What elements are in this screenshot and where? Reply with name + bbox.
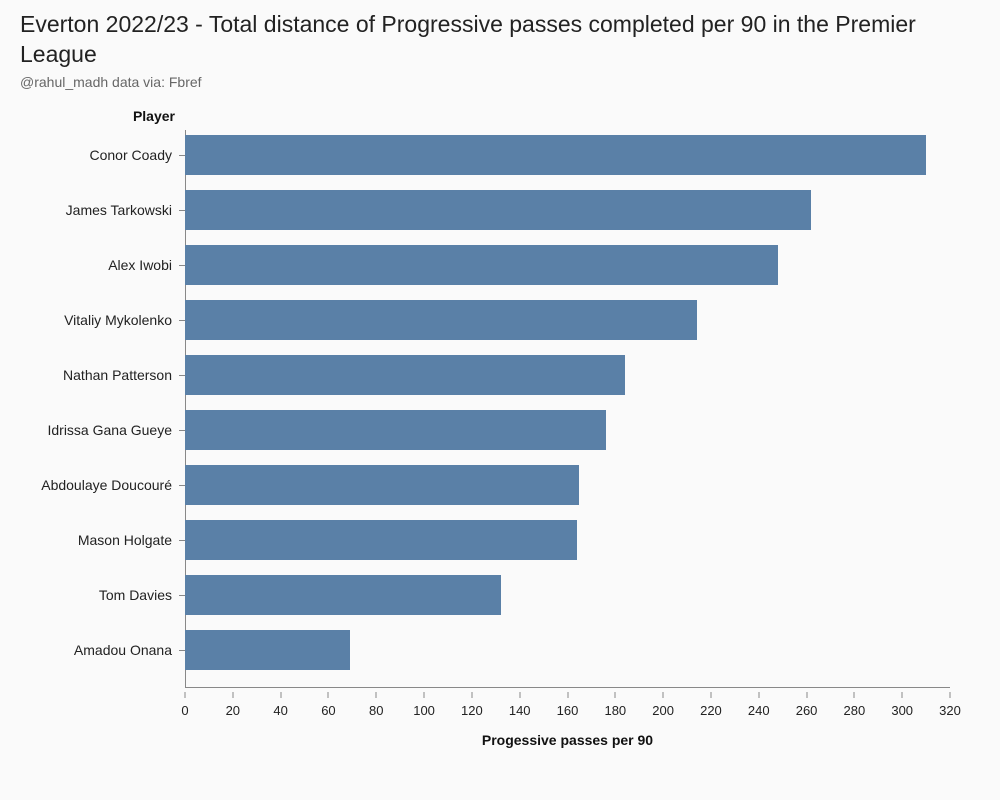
- x-tick: [280, 692, 281, 698]
- bar-label: Alex Iwobi: [20, 257, 180, 273]
- y-tick: [179, 650, 185, 651]
- bars-region: Conor Coady James Tarkowski Alex Iwobi Vita…: [185, 130, 950, 688]
- bar-label: Amadou Onana: [20, 642, 180, 658]
- x-tick-label: 120: [461, 703, 483, 718]
- bar-chart: Everton 2022/23 - Total distance of Prog…: [0, 0, 1000, 800]
- bar: [185, 355, 625, 395]
- y-tick: [179, 265, 185, 266]
- bar: [185, 520, 577, 560]
- bar-label: Idrissa Gana Gueye: [20, 422, 180, 438]
- bar-row: Tom Davies: [185, 575, 950, 615]
- bar-label: Vitaliy Mykolenko: [20, 312, 180, 328]
- x-tick: [519, 692, 520, 698]
- x-tick: [471, 692, 472, 698]
- bar-row: Abdoulaye Doucouré: [185, 465, 950, 505]
- bar-row: Alex Iwobi: [185, 245, 950, 285]
- x-tick-label: 40: [273, 703, 287, 718]
- bar: [185, 245, 778, 285]
- x-tick-label: 20: [226, 703, 240, 718]
- x-tick: [806, 692, 807, 698]
- bar-label: James Tarkowski: [20, 202, 180, 218]
- bar-row: Vitaliy Mykolenko: [185, 300, 950, 340]
- y-tick: [179, 210, 185, 211]
- bar-label: Conor Coady: [20, 147, 180, 163]
- x-tick-label: 0: [181, 703, 188, 718]
- x-tick-label: 100: [413, 703, 435, 718]
- bar: [185, 300, 697, 340]
- y-axis-header: Player: [20, 108, 185, 124]
- bar-row: Conor Coady: [185, 135, 950, 175]
- y-tick: [179, 375, 185, 376]
- bar-label: Tom Davies: [20, 587, 180, 603]
- x-tick: [232, 692, 233, 698]
- bar-row: Amadou Onana: [185, 630, 950, 670]
- bar-label: Nathan Patterson: [20, 367, 180, 383]
- plot-area: Player Conor Coady James Tarkowski Alex Iw…: [20, 108, 980, 758]
- x-tick-label: 280: [844, 703, 866, 718]
- x-tick: [615, 692, 616, 698]
- x-tick-label: 160: [557, 703, 579, 718]
- bar-label: Abdoulaye Doucouré: [20, 477, 180, 493]
- x-tick-label: 140: [509, 703, 531, 718]
- x-tick-label: 300: [891, 703, 913, 718]
- x-tick: [710, 692, 711, 698]
- x-tick: [950, 692, 951, 698]
- bar: [185, 630, 350, 670]
- x-tick-label: 260: [796, 703, 818, 718]
- bar-row: Idrissa Gana Gueye: [185, 410, 950, 450]
- x-tick: [424, 692, 425, 698]
- x-tick: [567, 692, 568, 698]
- x-axis-title: Progessive passes per 90: [185, 732, 950, 748]
- x-tick-label: 180: [604, 703, 626, 718]
- bar-row: Mason Holgate: [185, 520, 950, 560]
- chart-title: Everton 2022/23 - Total distance of Prog…: [20, 10, 960, 70]
- x-tick: [663, 692, 664, 698]
- x-tick: [376, 692, 377, 698]
- x-tick: [854, 692, 855, 698]
- bar: [185, 575, 501, 615]
- x-tick: [328, 692, 329, 698]
- x-tick-label: 220: [700, 703, 722, 718]
- x-tick: [185, 692, 186, 698]
- bar: [185, 135, 926, 175]
- bar: [185, 465, 579, 505]
- y-tick: [179, 595, 185, 596]
- x-tick-label: 320: [939, 703, 961, 718]
- y-tick: [179, 540, 185, 541]
- x-tick: [758, 692, 759, 698]
- y-tick: [179, 485, 185, 486]
- y-tick: [179, 430, 185, 431]
- chart-subtitle: @rahul_madh data via: Fbref: [20, 74, 980, 90]
- x-tick-label: 80: [369, 703, 383, 718]
- bar: [185, 190, 811, 230]
- x-tick-label: 60: [321, 703, 335, 718]
- bar-label: Mason Holgate: [20, 532, 180, 548]
- y-tick: [179, 155, 185, 156]
- x-tick-label: 200: [652, 703, 674, 718]
- x-tick: [902, 692, 903, 698]
- bar-row: James Tarkowski: [185, 190, 950, 230]
- x-axis-line: [185, 687, 950, 688]
- x-tick-label: 240: [748, 703, 770, 718]
- bar: [185, 410, 606, 450]
- y-tick: [179, 320, 185, 321]
- bar-row: Nathan Patterson: [185, 355, 950, 395]
